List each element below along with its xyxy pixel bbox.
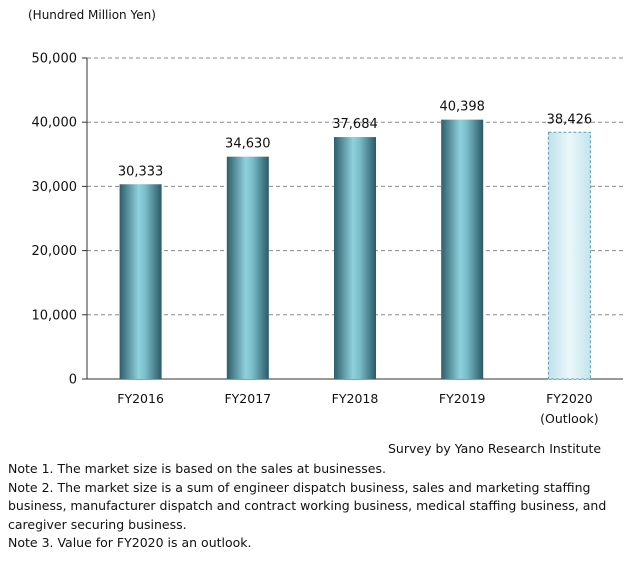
x-category-label: FY2018 <box>332 391 379 406</box>
x-category-label: FY2017 <box>224 391 271 406</box>
y-tick-label: 50,000 <box>32 52 78 67</box>
y-tick-label: 0 <box>69 373 77 388</box>
bar <box>119 184 162 379</box>
bar <box>226 156 269 379</box>
x-category-label: FY2019 <box>439 391 486 406</box>
bar-value-label: 40,398 <box>439 100 485 115</box>
bar <box>441 119 484 379</box>
y-axis-unit-label: (Hundred Million Yen) <box>28 8 156 22</box>
x-category-sublabel: (Outlook) <box>540 411 598 426</box>
bar-value-label: 37,684 <box>332 117 378 132</box>
x-category-label: FY2016 <box>117 391 164 406</box>
labels: 0 10,000 20,000 30,000 40,000 50,000 30,333 FY2… <box>32 52 599 427</box>
bar <box>334 137 376 379</box>
note-2: Note 2. The market size is a sum of engi… <box>8 479 607 532</box>
bar-value-label: 38,426 <box>547 112 593 127</box>
source-credit: Survey by Yano Research Institute <box>388 441 602 456</box>
bar-outlook <box>547 131 591 380</box>
bar-chart: 0 10,000 20,000 30,000 40,000 50,000 30,333 FY2… <box>32 52 623 427</box>
y-tick-label: 10,000 <box>32 308 78 323</box>
bar-value-label: 30,333 <box>118 164 164 179</box>
y-tick-label: 30,000 <box>32 180 78 195</box>
note-3: Note 3. Value for FY2020 is an outlook. <box>8 535 252 550</box>
y-tick-label: 20,000 <box>32 244 78 259</box>
bars <box>119 119 591 380</box>
x-category-label: FY2020 <box>546 391 593 406</box>
bar-value-label: 34,630 <box>225 137 271 152</box>
note-1: Note 1. The market size is based on the … <box>8 461 386 476</box>
notes-block: Note 1. The market size is based on the … <box>8 460 636 553</box>
y-tick-label: 40,000 <box>32 116 78 131</box>
